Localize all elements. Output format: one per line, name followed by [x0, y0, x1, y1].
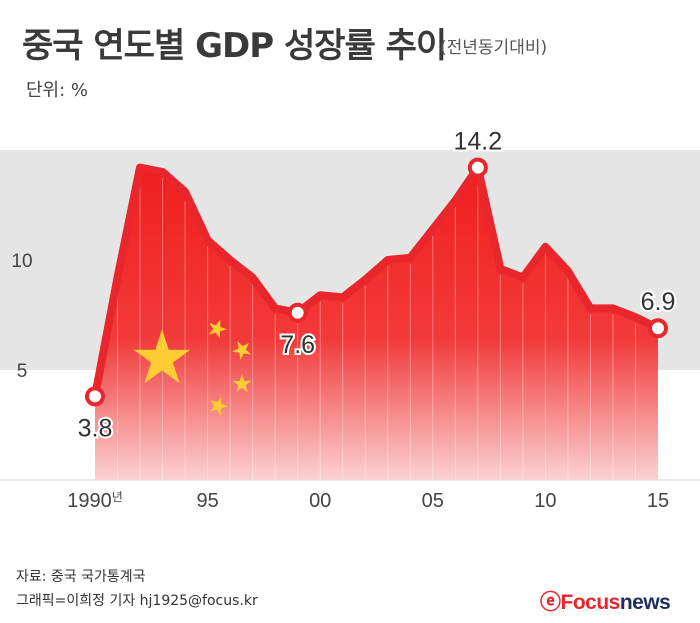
x-axis-ticks: 1990년 95 00 05 10 15 — [67, 490, 669, 512]
x-tick-00: 00 — [309, 490, 331, 512]
chart-title: 중국 연도별 GDP 성장률 추이 — [22, 26, 447, 66]
x-tick-95: 95 — [196, 490, 218, 512]
x-tick-suffix: 년 — [112, 490, 123, 504]
credit-note: 그래픽=이희정 기자 hj1925@focus.kr — [16, 593, 258, 609]
data-label-1999: 7.6 — [280, 331, 315, 359]
area-path — [95, 167, 658, 480]
flag-stars — [133, 319, 252, 416]
y-tick-10: 10 — [11, 251, 32, 272]
small-star-icon-1 — [208, 319, 227, 339]
small-star-icon-2 — [232, 341, 251, 360]
area-fill — [95, 167, 658, 480]
year-gridlines — [117, 173, 636, 480]
logo-mark-icon: ⓔ — [540, 591, 561, 614]
x-tick-05: 05 — [422, 490, 444, 512]
marker-2007 — [467, 157, 488, 178]
small-star-icon-3 — [232, 374, 252, 393]
x-tick-15: 15 — [647, 490, 669, 512]
big-star-icon — [133, 329, 191, 384]
y-axis-ticks: 5 10 — [11, 251, 32, 382]
series-polyline — [91, 163, 662, 401]
marker-1990 — [85, 386, 105, 407]
data-label-2015: 6.9 — [641, 288, 676, 316]
focusnews-logo: ⓔFocusnews — [540, 586, 671, 616]
data-label-2007: 14.2 — [454, 128, 503, 156]
small-star-icon-4 — [209, 396, 228, 416]
data-annotations: 3.8 7.6 14.2 6.9 — [76, 126, 678, 445]
gdp-growth-chart: 5 10 1990년 95 00 05 10 15 3.8 7.6 14.2 6.9 — [0, 126, 700, 512]
x-tick-1990: 1990년 — [67, 490, 123, 512]
data-label-1990: 3.8 — [78, 414, 113, 442]
logo-news-text: news — [619, 591, 671, 614]
x-tick-10: 10 — [534, 490, 556, 512]
band-1 — [0, 150, 700, 260]
series-line — [91, 163, 662, 401]
unit-label: 단위: % — [26, 80, 89, 101]
logo-focus-text: Focus — [560, 591, 621, 614]
marker-2015 — [648, 318, 668, 339]
source-note: 자료: 중국 국가통계국 — [16, 569, 146, 585]
marker-1999 — [287, 302, 308, 323]
chart-subtitle: (전년동기대비) — [440, 38, 548, 58]
y-tick-5: 5 — [17, 361, 28, 382]
